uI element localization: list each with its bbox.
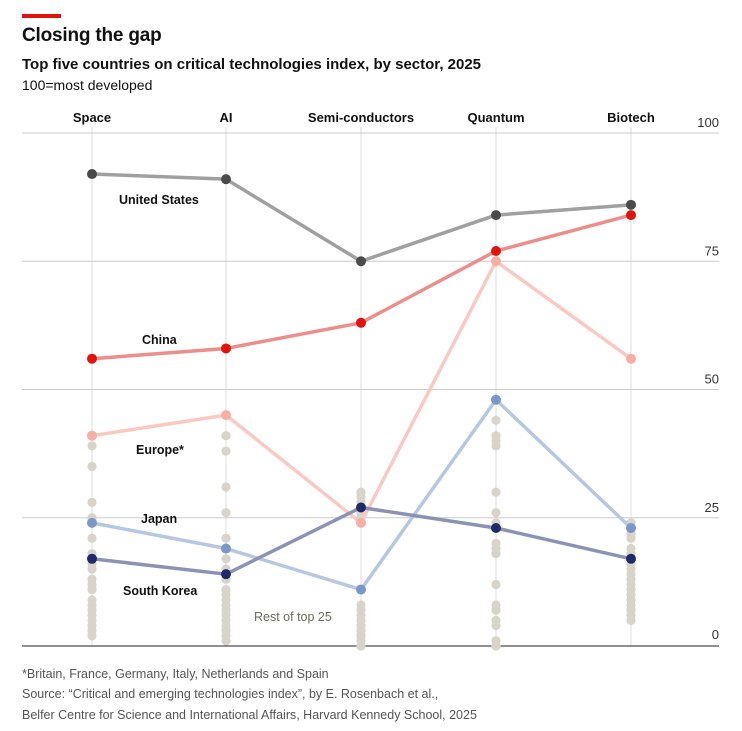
series-point	[87, 430, 97, 441]
series-label: China	[142, 333, 178, 347]
series-label: Europe*	[136, 443, 184, 457]
footnote-europe: *Britain, France, Germany, Italy, Nether…	[22, 667, 329, 681]
rest-of-top25-dot	[491, 620, 501, 631]
rest-of-top25-dot	[87, 461, 97, 472]
y-tick-label: 100	[697, 115, 719, 130]
series-point	[491, 245, 501, 256]
series-label: Japan	[141, 512, 177, 526]
series-point	[626, 553, 636, 564]
series-point	[87, 517, 97, 528]
category-label: AI	[220, 110, 233, 125]
rest-of-top25-dot	[87, 564, 97, 574]
series-point	[491, 523, 501, 534]
rest-of-top25-dot	[491, 579, 501, 590]
category-label: Quantum	[467, 110, 524, 125]
series-point	[356, 256, 366, 267]
series-point	[221, 174, 231, 185]
series-point	[626, 523, 636, 534]
series-label: United States	[119, 193, 199, 207]
rest-of-top25-dot	[491, 415, 501, 425]
chart-subtitle: Top five countries on critical technolog…	[22, 56, 482, 73]
series-point	[356, 317, 366, 328]
rest-of-top25-dot	[626, 615, 636, 625]
series-point	[491, 210, 501, 221]
chart-title: Closing the gap	[22, 25, 162, 46]
line-chart: Space AI Semi-conductors Quantum Biotech 0 25 5…	[22, 110, 719, 651]
series-point	[626, 199, 636, 210]
series-point	[356, 502, 366, 513]
category-label: Biotech	[607, 110, 655, 125]
rest-of-top25-dot	[491, 487, 501, 497]
category-label: Space	[73, 110, 111, 125]
rest-of-top25-dot	[221, 508, 231, 518]
rest-of-top25-dot	[221, 446, 231, 456]
series-label: South Korea	[123, 584, 198, 598]
series-point	[221, 543, 231, 554]
accent-bar	[22, 14, 61, 18]
series-point	[356, 584, 366, 595]
rest-of-top25-dot	[491, 441, 501, 451]
rest-of-top25-dot	[87, 631, 97, 641]
rest-of-top25-dot	[87, 497, 97, 507]
chart-unit-note: 100=most developed	[22, 77, 153, 93]
rest-of-top25-dot	[491, 605, 501, 615]
rest-of-top25-dot	[491, 508, 501, 518]
series-point	[491, 256, 501, 267]
y-tick-label: 0	[712, 627, 719, 642]
rest-of-top25-dot	[491, 549, 501, 559]
source-line-1: Source: “Critical and emerging technolog…	[22, 687, 439, 701]
y-tick-label: 75	[705, 243, 719, 258]
series-point	[626, 353, 636, 364]
series-point	[221, 410, 231, 421]
rest-of-top25-dot	[221, 482, 231, 492]
source-line-2: Belfer Centre for Science and Internatio…	[22, 708, 477, 722]
y-tick-label: 50	[705, 372, 719, 387]
series-point	[626, 210, 636, 221]
rest-of-top25-dot	[87, 584, 97, 595]
series-point	[87, 553, 97, 564]
rest-of-top25-label: Rest of top 25	[254, 610, 332, 624]
rest-of-top25-dot	[356, 641, 366, 651]
category-label: Semi-conductors	[308, 110, 414, 125]
series-point	[87, 169, 97, 180]
rest-of-top25-dot	[221, 636, 231, 646]
series-point	[221, 569, 231, 580]
series-point	[87, 353, 97, 364]
rest-of-top25-dot	[87, 441, 97, 451]
label-layer: Rest of top 25 United States China Europe* J…	[119, 193, 332, 624]
rest-of-top25-dot	[221, 554, 231, 564]
rest-of-top25-dot	[221, 431, 231, 441]
rest-of-top25-dot	[626, 533, 636, 543]
series-point	[221, 343, 231, 354]
rest-of-top25-dot	[221, 533, 231, 543]
rest-of-top25-dot	[491, 641, 501, 651]
series-layer	[87, 169, 636, 595]
series-point	[356, 517, 366, 528]
grid-layer: Space AI Semi-conductors Quantum Biotech 0 25 5…	[22, 110, 719, 647]
series-point	[491, 394, 501, 405]
rest-of-top25-dot	[87, 533, 97, 543]
y-tick-label: 25	[705, 500, 719, 515]
